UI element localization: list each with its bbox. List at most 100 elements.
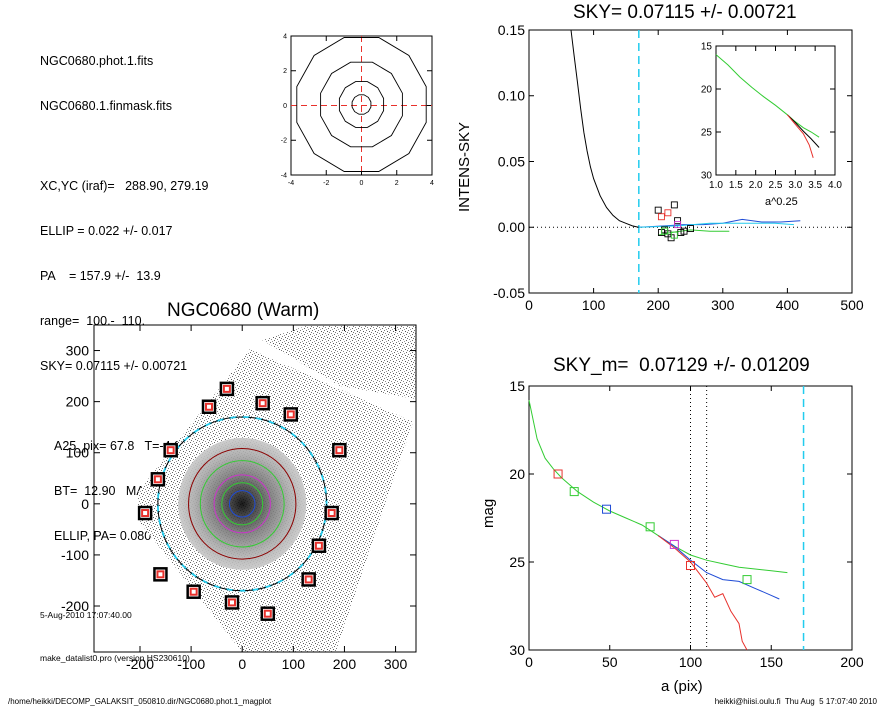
contour-ytick-label: -4	[281, 172, 287, 179]
inset-xtick-label: 3.5	[808, 180, 822, 191]
mag-xtick-label: 0	[525, 654, 533, 670]
info-file2: NGC0680.1.finmask.fits	[40, 99, 172, 113]
inset-xtick-label: 2.0	[749, 180, 763, 191]
sky-box-inner	[228, 598, 236, 607]
info-file1: NGC0680.phot.1.fits	[40, 54, 154, 68]
inset-xtick-label: 2.5	[769, 180, 783, 191]
sky-box-inner	[263, 609, 272, 618]
sky-box-inner	[205, 402, 213, 411]
info-date: 5-Aug-2010 17:07:40.00	[40, 610, 132, 620]
galaxy-ellipse-outline	[157, 416, 328, 592]
intens-sky-panel: 0 100 200 300 400 500 0.15 0.10 0.05 0.00 -0.05 1.0…	[493, 22, 864, 313]
intens-point-black	[670, 201, 678, 209]
mag-ytick-label: 15	[509, 378, 525, 394]
inset-xtick-label: 1.0	[709, 180, 723, 191]
isophote-panel: -4 -2 0 2 4 4 2 0 -2 -4	[281, 33, 434, 187]
inset-ytick-label: 15	[701, 42, 713, 53]
inset-xtick-label: 4.0	[828, 180, 842, 191]
inset-xtick-label: 1.5	[729, 180, 743, 191]
galaxy-ellipse-green	[221, 482, 264, 526]
sky-box	[311, 538, 327, 553]
info-program: make_datalist0.pro (version HS230610)	[40, 653, 190, 663]
footer-user: heikki@hiisi.oulu.fi Thu Aug 5 17:07:40 …	[714, 697, 877, 706]
intens-point-red	[664, 209, 672, 217]
info-xcyc: XC,YC (iraf)= 288.90, 279.19	[40, 179, 209, 193]
galaxy-xtick-label: 200	[333, 656, 357, 672]
galaxy-ellipse-darkred	[188, 448, 297, 560]
intens-ytick-label: 0.00	[498, 219, 525, 235]
sky-box-inner	[156, 570, 165, 579]
intens-point-green	[670, 231, 678, 239]
intens-point-black	[687, 225, 694, 233]
sky-box-inner	[327, 509, 336, 518]
intens-xtick-label: 100	[582, 297, 606, 313]
mag-ytick-label: 20	[509, 466, 525, 482]
contour-xtick-label: -2	[323, 180, 329, 187]
intens-ytick-label: -0.05	[493, 285, 525, 301]
mag-ytick-label: 25	[509, 554, 525, 570]
galaxy-ytick-label: -200	[61, 598, 89, 614]
mag-point-magenta	[669, 539, 679, 549]
sky-box-inner	[314, 541, 323, 550]
sky-box	[260, 606, 276, 621]
intens-series-green	[658, 229, 730, 236]
mag-xtick-label: 200	[840, 654, 864, 670]
sky-box	[255, 395, 270, 411]
contour-ytick-label: -2	[281, 138, 287, 145]
sky-box-inner	[286, 410, 295, 419]
sky-box	[301, 572, 316, 587]
galaxy-core	[178, 437, 307, 570]
galaxy-ellipse-blue	[228, 490, 256, 518]
intens-ytick-label: 0.15	[498, 22, 525, 38]
magnitude-profile-title: SKY_m= 0.07129 +/- 0.01209	[553, 355, 810, 376]
galaxy-ellipse-green	[199, 460, 285, 548]
sky-box	[186, 584, 201, 599]
mag-point-blue	[602, 504, 612, 514]
sky-box	[283, 407, 299, 422]
galaxy-ytick-label: 200	[66, 394, 90, 410]
info-sky: SKY= 0.07115 +/- 0.00721	[40, 359, 188, 373]
inset-xlabel: a^0.25	[765, 196, 798, 208]
sky-box-inner	[335, 446, 344, 455]
inset-series-red	[787, 114, 814, 158]
galaxy-ytick-label: 100	[66, 445, 90, 461]
intens-xtick-label: 300	[711, 297, 735, 313]
intens-sky-title: SKY= 0.07115 +/- 0.00721	[573, 2, 797, 23]
galaxy-field-edge	[262, 326, 416, 399]
sky-box-inner	[189, 587, 198, 596]
contour-level	[296, 37, 427, 172]
sky-box-inner	[141, 509, 150, 518]
intens-series-black	[570, 29, 639, 228]
sky-box	[219, 381, 235, 397]
inset-series-black	[787, 114, 820, 148]
intens-point-red	[657, 213, 665, 221]
intens-xtick-label: 400	[776, 297, 800, 313]
sky-box	[163, 442, 178, 458]
galaxy-xtick-label: 100	[282, 656, 306, 672]
intens-point-magenta	[674, 221, 682, 229]
mag-point-green	[645, 522, 655, 532]
galaxy-frame	[93, 324, 417, 653]
galaxy-xtick-label: 300	[384, 656, 408, 672]
inset-frame	[715, 45, 836, 176]
sky-box	[137, 505, 153, 521]
contour-ytick-label: 2	[283, 68, 287, 75]
galaxy-ytick-label: -100	[61, 547, 89, 563]
mag-series-green	[528, 399, 788, 574]
intens-xtick-label: 500	[840, 297, 864, 313]
sky-box-inner	[166, 446, 175, 455]
galaxy-ytick-label: 300	[66, 343, 90, 359]
intens-ytick-label: 0.10	[498, 88, 525, 104]
intens-point-black	[680, 227, 688, 235]
info-a25: A25_pix= 67.8 T=-4.0	[54, 439, 181, 453]
galaxy-xtick-label: -100	[177, 656, 205, 672]
footer-path: /home/heikki/DECOMP_GALAKSIT_050810.dir/…	[8, 697, 272, 706]
intens-point-green	[661, 227, 669, 235]
magnitude-xlabel: a (pix)	[661, 678, 703, 695]
sky-box	[150, 472, 166, 487]
mag-point-red	[686, 561, 695, 571]
contour-xtick-label: -4	[288, 180, 294, 187]
mag-series-blue	[657, 535, 780, 600]
sky-box	[224, 595, 240, 610]
